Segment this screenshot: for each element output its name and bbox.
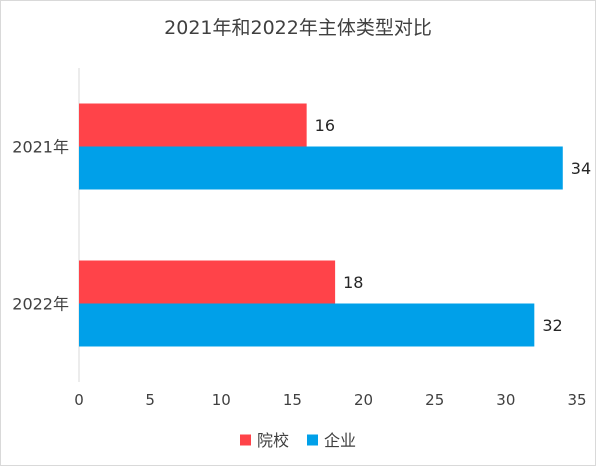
legend-label: 企业 [324, 431, 356, 450]
x-tick-label: 5 [145, 391, 155, 409]
x-tick-label: 10 [212, 391, 231, 409]
legend-swatch [240, 434, 251, 446]
bar-enterprise-1 [79, 303, 535, 347]
legend-swatch [307, 434, 318, 446]
y-category-label: 2022年 [12, 295, 69, 314]
x-tick-label: 20 [354, 391, 373, 409]
x-tick-label: 15 [283, 391, 302, 409]
x-axis-ticks: 0 5 10 15 20 25 30 35 [74, 391, 586, 409]
chart-title: 2021年和2022年主体类型对比 [164, 17, 432, 39]
legend: 院校 企业 [240, 431, 356, 450]
x-tick-label: 30 [496, 391, 515, 409]
x-tick-label: 0 [74, 391, 84, 409]
y-axis-categories: 2021年 2022年 [12, 138, 69, 314]
x-tick-label: 25 [425, 391, 444, 409]
data-label: 18 [343, 273, 363, 292]
bar-academy-1 [79, 260, 336, 304]
x-tick-label: 35 [567, 391, 586, 409]
data-label: 16 [315, 116, 335, 135]
data-label: 32 [542, 316, 562, 335]
bar-enterprise-0 [79, 146, 563, 190]
bar-academy-0 [79, 103, 307, 147]
data-label: 34 [571, 159, 591, 178]
y-category-label: 2021年 [12, 138, 69, 157]
legend-label: 院校 [257, 431, 289, 450]
plot-area: 16 34 18 32 [78, 68, 591, 382]
